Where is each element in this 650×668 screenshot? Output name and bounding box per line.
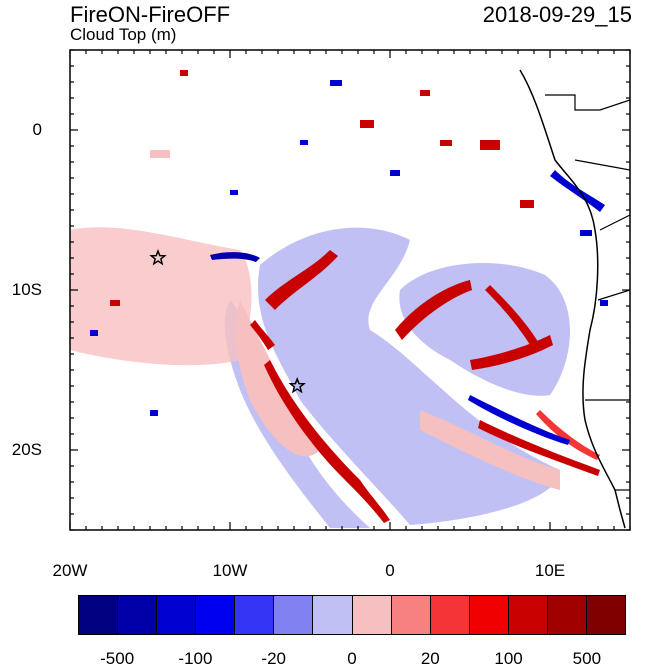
speckles — [90, 70, 608, 416]
red-streak — [485, 285, 540, 348]
x-tick-label: 10W — [212, 561, 248, 580]
map-field — [70, 50, 630, 530]
colorbar-label: -100 — [178, 649, 213, 668]
red-streak — [250, 320, 275, 350]
colorbar-swatch — [391, 596, 431, 634]
plot-title: FireON-FireOFF — [70, 2, 231, 27]
blue-streak — [210, 252, 260, 262]
colorbar-label: 500 — [572, 649, 602, 668]
colorbar-swatch — [274, 596, 314, 634]
red-streak — [536, 410, 600, 460]
star-marker — [149, 248, 167, 266]
y-tick-label: 0 — [32, 120, 42, 139]
colorbar-label: -500 — [100, 649, 135, 668]
blue-streak — [468, 395, 570, 445]
colorbar-swatch — [352, 596, 392, 634]
colorbar-swatch — [469, 596, 509, 634]
y-tick-label: 20S — [11, 440, 42, 459]
axis-ticks — [69, 49, 631, 531]
colorbar-swatch — [79, 596, 119, 634]
country-border — [599, 214, 630, 231]
country-border — [545, 94, 630, 111]
colorbar-swatch — [508, 596, 548, 634]
colorbar-swatch — [235, 596, 275, 634]
coastline — [519, 69, 626, 529]
variable-label: Cloud Top (m) — [70, 25, 177, 44]
colorbar-label: 100 — [494, 649, 523, 668]
x-tick-label: 0 — [385, 561, 395, 580]
red-streak — [395, 280, 472, 340]
timestamp-label: 2018-09-29_15 — [482, 2, 632, 27]
star-marker — [288, 376, 306, 394]
colorbar-swatch — [313, 596, 353, 634]
red-streak — [478, 420, 600, 476]
pink-region — [420, 410, 560, 490]
blue-streak — [550, 170, 605, 212]
colorbar-swatch — [430, 596, 470, 634]
country-border — [597, 289, 630, 301]
colorbar-swatch — [547, 596, 588, 634]
x-tick-label: 20W — [52, 561, 88, 580]
country-border — [574, 159, 630, 171]
colorbar-swatch — [587, 596, 626, 634]
pink-region — [70, 227, 252, 366]
colorbar-label: 0 — [347, 649, 357, 668]
red-streak — [265, 250, 338, 310]
colorbar-swatch — [118, 596, 158, 634]
colorbar-swatch — [196, 596, 236, 634]
y-tick-label: 10S — [11, 280, 42, 299]
colorbar-swatch — [157, 596, 197, 634]
colorbar-label: 20 — [420, 649, 440, 668]
red-streak — [264, 360, 390, 523]
colorbar — [78, 595, 626, 635]
x-tick-label: 10E — [534, 561, 566, 580]
colorbar-label: -20 — [261, 649, 286, 668]
